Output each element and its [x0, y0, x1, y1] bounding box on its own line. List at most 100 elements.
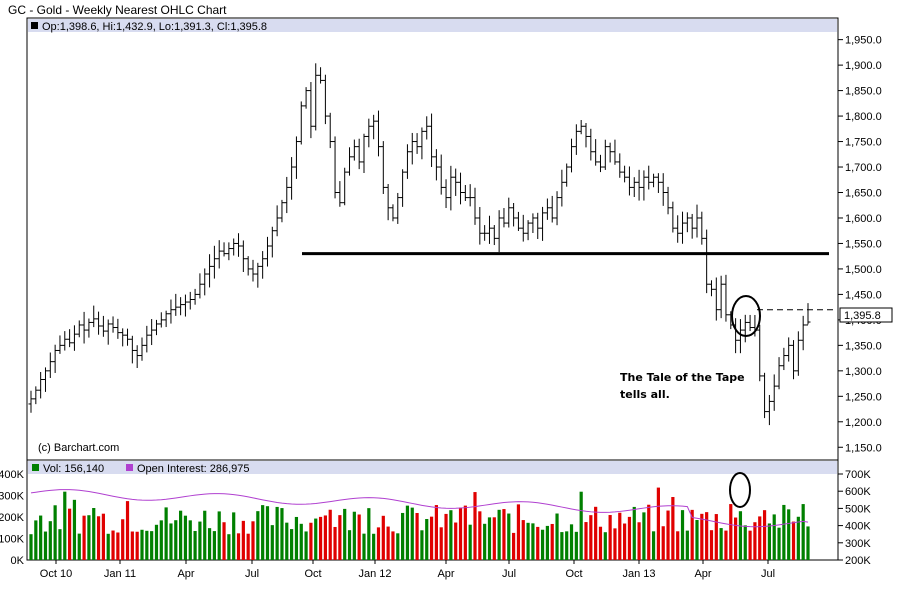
ohlc-bar [279, 199, 285, 223]
volume-bar [439, 527, 443, 560]
volume-bar [338, 515, 342, 560]
volume-bar [738, 511, 743, 560]
ohlc-bar [737, 319, 743, 354]
volume-bar [415, 512, 419, 560]
volume-bar [550, 523, 554, 560]
volume-bar [183, 515, 188, 560]
ohlc-bar [486, 215, 492, 244]
ohlc-bar [274, 205, 280, 237]
volume-bar [58, 529, 62, 560]
ohlc-bar [134, 345, 140, 369]
y-tick-label: 1,700.0 [845, 162, 882, 174]
ohlc-bar [71, 325, 77, 351]
ohlc-bar [723, 274, 729, 322]
volume-bar [540, 529, 545, 560]
volume-bar [796, 516, 800, 560]
ohlc-bar [187, 291, 193, 310]
copyright: (c) Barchart.com [38, 442, 119, 454]
ohlc-bar [231, 238, 237, 256]
volume-bar [656, 487, 660, 560]
ohlc-bar [38, 371, 44, 399]
volume-bar [34, 520, 38, 560]
ohlc-bar [515, 211, 521, 231]
time-axis: Oct 10 Jan 11 Apr Jul Oct Jan 12 Apr Jul Oct Jan … [40, 560, 775, 580]
volume-bar [391, 531, 395, 560]
volume-bar [251, 521, 255, 560]
volume-bar [434, 505, 438, 560]
volume-bar [164, 507, 168, 560]
x-tick-label: Oct [304, 568, 321, 580]
ohlc-bar [380, 141, 386, 194]
volume-bar [39, 515, 43, 560]
ohlc-bar [76, 320, 82, 338]
ohlc-bar [293, 136, 299, 179]
volume-bar [589, 515, 593, 560]
volume-bar [483, 523, 487, 560]
annotation-line-2: tells all. [620, 388, 670, 401]
volume-bar [362, 533, 366, 560]
volume-bar [68, 508, 72, 560]
volume-tick-label: 200K [0, 512, 25, 524]
ohlc-bar [472, 187, 478, 225]
ohlc-bar [660, 173, 666, 206]
volume-bar [806, 526, 810, 560]
ohlc-bar [424, 116, 430, 140]
ohlc-bar [115, 318, 121, 339]
volume-bar [618, 512, 622, 560]
ohlc-bar [786, 337, 792, 362]
volume-bar [121, 519, 125, 560]
volume-bar [217, 511, 221, 560]
ohlc-bar [168, 299, 174, 324]
ohlc-bar [713, 277, 719, 321]
x-tick-label: Oct [565, 568, 582, 580]
volume-bar [594, 506, 598, 560]
y-tick-label: 1,950.0 [845, 35, 882, 47]
volume-bar [623, 523, 627, 560]
volume-bar [671, 497, 675, 560]
ohlc-bar [670, 201, 676, 233]
ohlc-bar [578, 120, 584, 135]
volume-bar [265, 506, 270, 560]
volume-bar [758, 516, 762, 560]
volume-bar [714, 514, 718, 560]
volume-bar [304, 531, 308, 560]
volume-bar [410, 507, 414, 560]
ohlc-bar [718, 275, 724, 319]
volume-bar [150, 531, 154, 560]
ohlc-bar [496, 210, 502, 253]
volume-bar [154, 524, 159, 560]
volume-bar [743, 525, 747, 560]
ohlc-bar [520, 214, 526, 242]
volume-bar [140, 529, 144, 560]
oi-tick-label: 200K [845, 555, 871, 567]
volume-bar [130, 531, 134, 560]
ohlc-bar [540, 206, 546, 241]
ohlc-bar [250, 259, 256, 282]
ohlc-bar [385, 183, 391, 221]
volume-bar [642, 512, 646, 560]
volume-bar [145, 530, 149, 560]
ohlc-bar [28, 390, 34, 413]
volume-bar [396, 533, 400, 560]
ohlc-bar [694, 204, 700, 238]
volume-bar [43, 531, 48, 560]
ohlc-bar [689, 213, 695, 239]
ohlc-bar [443, 179, 449, 209]
ohlc-bar [221, 242, 227, 257]
volume-bar [791, 521, 796, 560]
ohlc-bar [747, 314, 753, 332]
volume-bar [72, 499, 77, 560]
volume-bar [53, 505, 57, 560]
volume-bar [207, 528, 212, 560]
volume-bar [579, 491, 583, 560]
ohlc-bar [680, 211, 686, 244]
price-legend-swatch [31, 22, 38, 29]
volume-bar [531, 523, 535, 560]
volume-bar [232, 512, 236, 560]
volume-bar [179, 510, 183, 560]
highlight-circle-volume [729, 472, 751, 508]
x-tick-label: Jul [502, 568, 516, 580]
ohlc-bar [675, 215, 681, 243]
ohlc-bar [617, 153, 623, 178]
volume-bar [212, 531, 216, 560]
